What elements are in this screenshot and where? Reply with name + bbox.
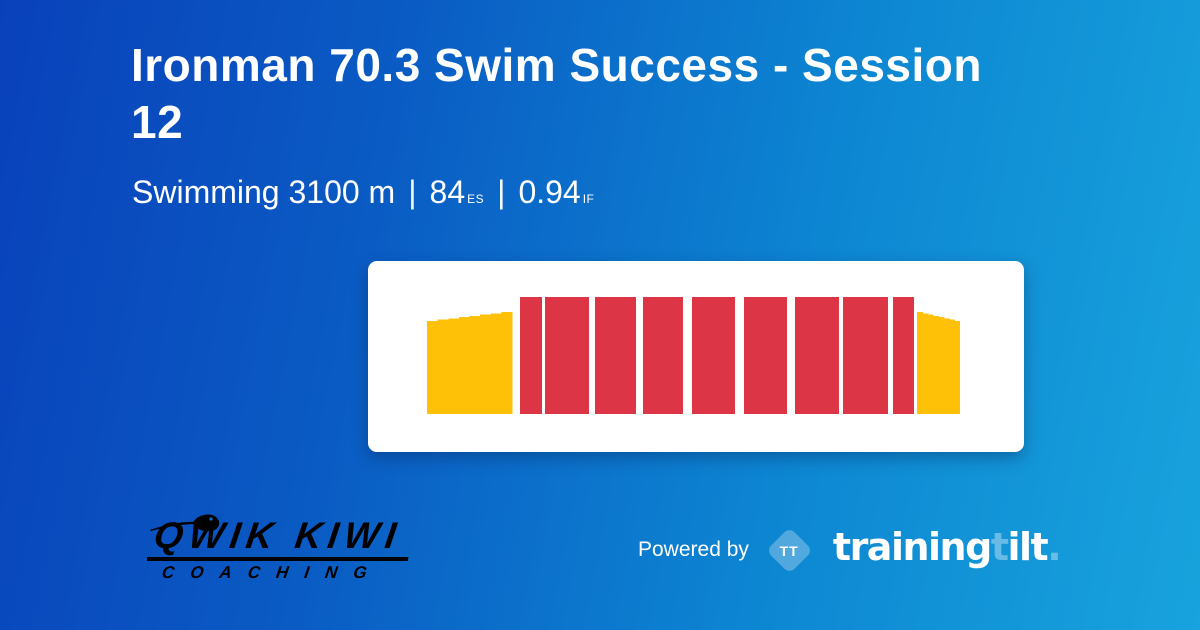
workout-profile-chart xyxy=(427,297,960,414)
segment-work xyxy=(843,297,888,414)
segment-cooldown xyxy=(933,315,939,414)
segment-cooldown xyxy=(922,313,929,414)
qwik-kiwi-logo: QWIK KIWI COACHING xyxy=(146,514,415,583)
segment-work xyxy=(595,297,636,414)
effort-score-unit: ES xyxy=(467,192,485,206)
coach-logo-name: QWIK KIWI xyxy=(146,515,415,561)
powered-by-section: Powered by TT trainingtilt. xyxy=(638,525,1062,574)
page-title-line2: 12 xyxy=(131,96,184,148)
brand-dot: . xyxy=(1047,525,1061,569)
segment-cooldown xyxy=(954,321,960,414)
intensity-factor-value: 0.94 xyxy=(518,174,581,210)
segment-warmup xyxy=(437,319,449,414)
segment-cooldown xyxy=(943,318,950,414)
stat-separator: | xyxy=(497,174,506,210)
kiwi-bird-icon xyxy=(150,514,220,532)
segment-warmup xyxy=(448,318,460,414)
segment-work xyxy=(520,297,542,414)
coach-logo-subtitle: COACHING xyxy=(160,563,384,582)
segment-warmup xyxy=(458,317,470,414)
segment-cooldown xyxy=(917,312,923,414)
segment-cooldown xyxy=(938,317,945,414)
segment-warmup xyxy=(480,314,492,414)
brand-ghost-letter: t xyxy=(990,525,1009,569)
session-stats: Swimming 3100 m | 84 ES | 0.94 IF xyxy=(132,172,594,219)
segment-work xyxy=(545,297,589,414)
intensity-factor-unit: IF xyxy=(582,192,595,206)
trainingtilt-icon-letters: TT xyxy=(779,541,799,558)
segment-work xyxy=(643,297,683,414)
segment-work xyxy=(795,297,839,414)
segment-work xyxy=(744,297,787,414)
page-title-line1: Ironman 70.3 Swim Success - Session xyxy=(131,39,982,91)
segment-warmup xyxy=(501,312,513,414)
trainingtilt-diamond-icon: TT xyxy=(766,526,813,574)
workout-chart-card xyxy=(368,261,1024,452)
brand-text: training xyxy=(832,525,992,569)
segment-warmup xyxy=(490,313,502,414)
stat-separator: | xyxy=(408,174,417,210)
segment-warmup xyxy=(469,315,481,414)
segment-work xyxy=(893,297,914,414)
powered-by-label: Powered by xyxy=(638,538,749,561)
segment-work xyxy=(692,297,735,414)
segment-warmup xyxy=(427,321,439,414)
effort-score-value: 84 xyxy=(429,174,466,210)
segment-cooldown xyxy=(949,319,956,414)
brand-text: ilt xyxy=(1007,525,1048,569)
page-title: Ironman 70.3 Swim Success - Session 12 xyxy=(131,37,1061,151)
segment-cooldown xyxy=(927,314,934,414)
trainingtilt-wordmark: trainingtilt. xyxy=(832,525,1062,569)
activity-distance: Swimming 3100 m xyxy=(132,174,396,210)
